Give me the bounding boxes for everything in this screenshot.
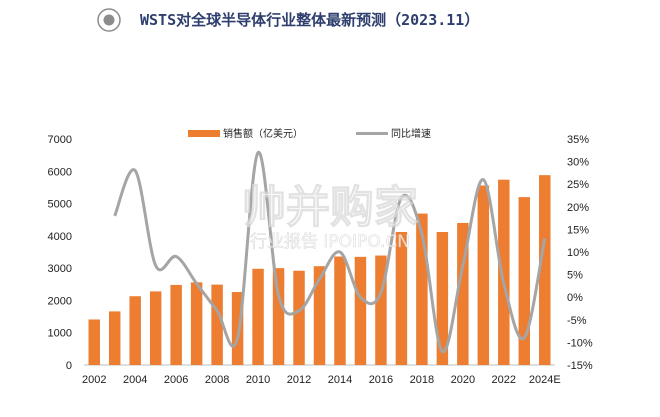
growth-line-series — [113, 151, 547, 353]
y-right-tick-label: 35% — [567, 134, 589, 146]
y-right-tick-label: 20% — [567, 202, 589, 214]
x-axis: 2002 2004 2006 2008 2010 2012 2014 2016 2018 2020… — [82, 374, 561, 386]
y-left-tick-label: 1000 — [48, 328, 72, 340]
bar-2012 — [293, 270, 305, 365]
bar-2014 — [334, 256, 346, 365]
x-tick-label: 2016 — [369, 374, 393, 386]
bar-2020 — [457, 222, 469, 365]
x-tick-label: 2018 — [410, 374, 434, 386]
y-right-tick-label: 30% — [567, 157, 589, 169]
bar-2005 — [149, 291, 162, 365]
growth-line — [113, 151, 547, 353]
y-right-tick-label: 5% — [567, 270, 583, 282]
bar-2015 — [354, 256, 367, 365]
bar-2010 — [252, 268, 264, 365]
bar-2011 — [272, 268, 285, 365]
y-left-tick-label: 0 — [66, 360, 72, 372]
y-right-tick-label: -10% — [567, 337, 593, 349]
bar-2002 — [88, 319, 100, 365]
x-tick-label: 2002 — [82, 374, 106, 386]
bar-2013 — [313, 266, 326, 365]
bar-2017 — [395, 231, 408, 365]
x-tick-label: 2014 — [328, 374, 352, 386]
x-tick-label: 2022 — [492, 374, 516, 386]
y-axis-left: 0 1000 2000 3000 4000 5000 6000 7000 — [48, 134, 72, 372]
radio-target-icon — [97, 8, 121, 32]
legend-swatch-bar — [188, 130, 220, 137]
bar-2008 — [211, 284, 223, 365]
page-title: WSTS对全球半导体行业整体最新预测（2023.11） — [140, 11, 480, 29]
legend-label-line: 同比增速 — [391, 127, 431, 140]
x-tick-label: 2010 — [246, 374, 270, 386]
x-tick-label: 2020 — [451, 374, 475, 386]
x-tick-label: 2008 — [205, 374, 229, 386]
bar-2003 — [108, 311, 121, 365]
y-right-tick-label: -15% — [567, 360, 593, 372]
watermark-subtitle: 行业报告 IPOIPO.CN — [250, 232, 410, 252]
y-axis-right: -15% -10% -5% 0% 5% 10% 15% 20% 25% 30% 35% — [567, 134, 593, 372]
y-right-tick-label: 0% — [567, 292, 583, 304]
bar-2018 — [416, 213, 428, 365]
watermark-logo-text: 帅并购家 — [242, 182, 418, 233]
bar-2007 — [190, 282, 203, 365]
bar-2006 — [170, 284, 182, 365]
x-tick-label: 2006 — [164, 374, 188, 386]
legend-label-bar: 销售额（亿美元） — [223, 127, 303, 140]
bar-2022 — [498, 179, 510, 365]
bar-2016 — [375, 255, 387, 365]
x-tick-label: 2004 — [123, 374, 147, 386]
y-right-tick-label: -5% — [567, 315, 587, 327]
bar-series — [88, 175, 551, 365]
watermark: 帅并购家 行业报告 IPOIPO.CN — [242, 182, 419, 253]
y-left-tick-label: 6000 — [48, 166, 72, 178]
bar-2009 — [231, 292, 244, 365]
bar-2023 — [518, 197, 531, 365]
x-tick-label: 2012 — [287, 374, 311, 386]
bar-2004 — [129, 296, 141, 365]
y-left-tick-label: 3000 — [48, 263, 72, 275]
y-right-tick-label: 25% — [567, 179, 589, 191]
y-left-tick-label: 5000 — [48, 199, 72, 211]
bar-2024E — [539, 175, 551, 365]
title-bar: WSTS对全球半导体行业整体最新预测（2023.11） — [0, 0, 660, 40]
x-tick-label: 2024E — [529, 374, 561, 386]
legend: 销售额（亿美元） 同比增速 — [188, 127, 431, 140]
y-left-tick-label: 4000 — [48, 231, 72, 243]
y-right-tick-label: 10% — [567, 247, 589, 259]
y-left-tick-label: 7000 — [48, 134, 72, 146]
y-left-tick-label: 2000 — [48, 295, 72, 307]
bar-2019 — [436, 231, 449, 365]
y-right-tick-label: 15% — [567, 224, 589, 236]
bar-2021 — [477, 185, 490, 365]
